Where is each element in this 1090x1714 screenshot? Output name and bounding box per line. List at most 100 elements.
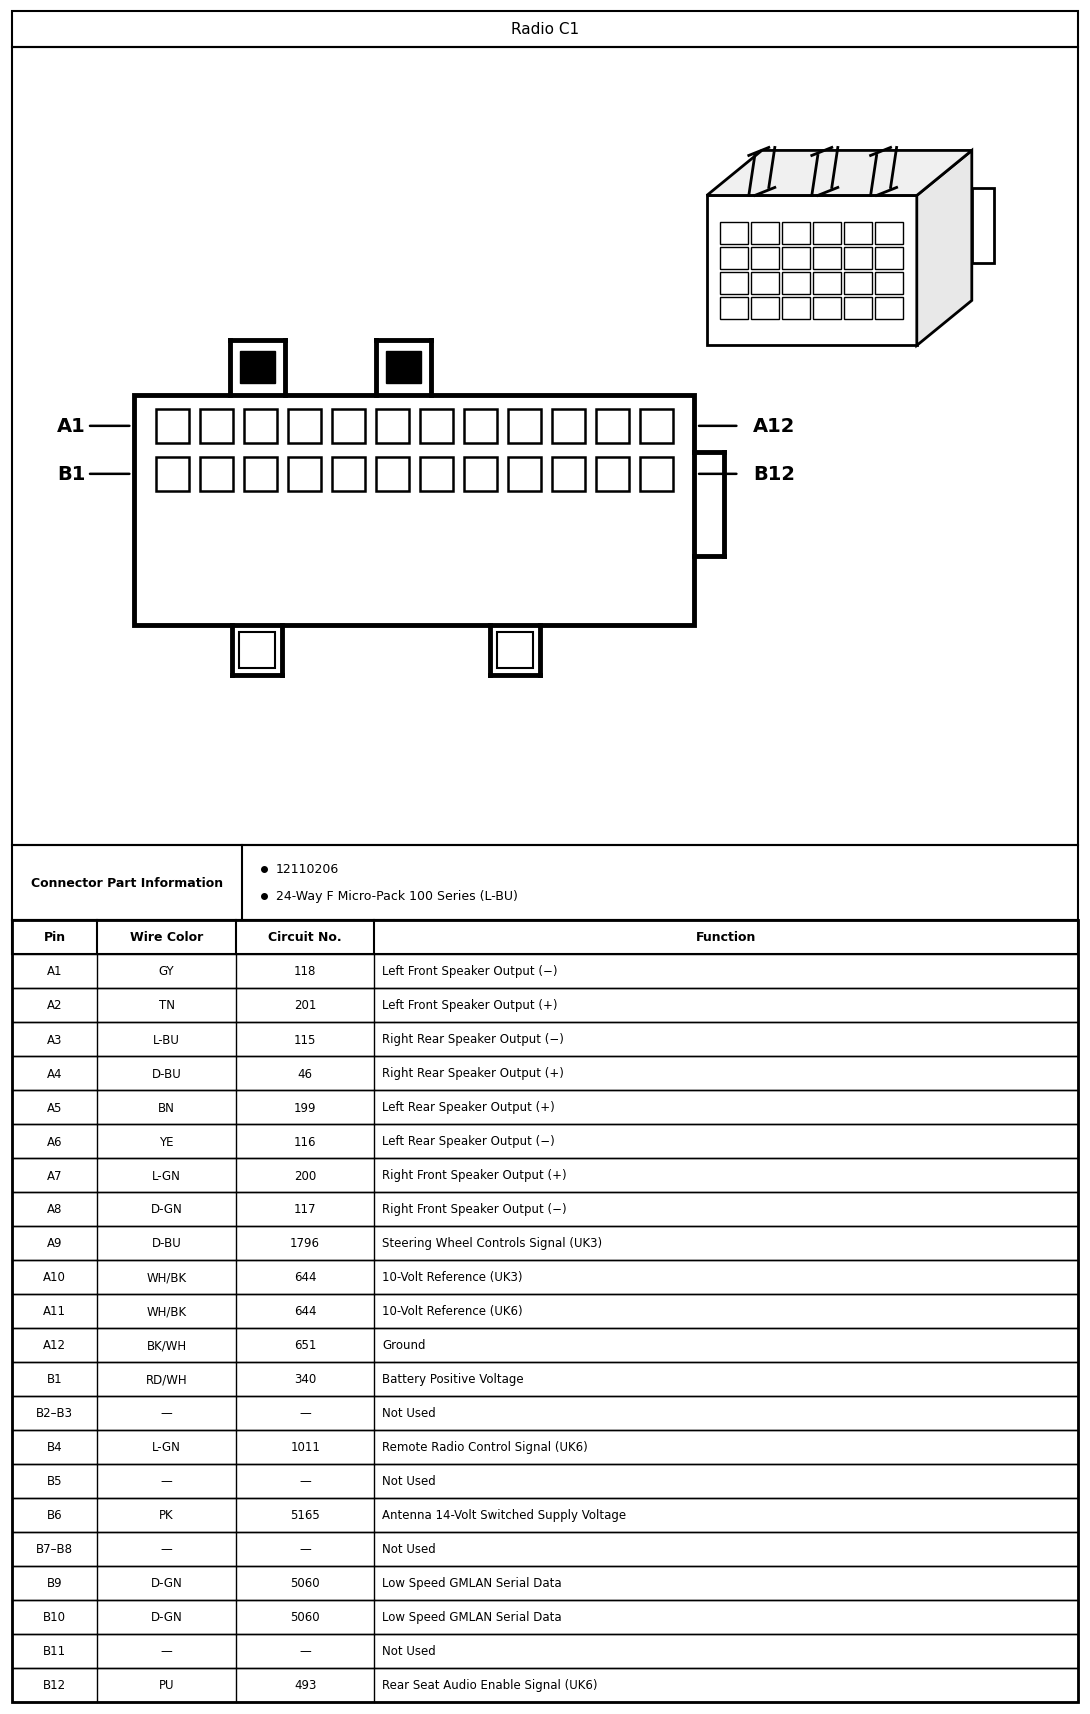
Bar [720,298,749,321]
Text: PU: PU [159,1678,174,1692]
Text: —: — [300,1644,311,1657]
Bar [376,458,409,492]
Bar [720,273,749,295]
Bar [244,458,277,492]
Text: B1: B1 [57,464,85,483]
Text: Left Front Speaker Output (−): Left Front Speaker Output (−) [383,965,558,979]
Bar [875,223,904,245]
Bar [12,1567,1078,1601]
Text: A1: A1 [47,965,62,979]
Bar [12,1429,1078,1464]
Text: Circuit No.: Circuit No. [268,931,342,944]
Bar [875,273,904,295]
Bar [199,458,232,492]
Text: Right Front Speaker Output (+): Right Front Speaker Output (+) [383,1169,567,1183]
Text: A12: A12 [44,1339,66,1352]
Text: B10: B10 [44,1611,66,1623]
Bar [244,410,277,444]
Text: A3: A3 [47,1034,62,1046]
Bar [12,48,1078,845]
Text: —: — [160,1474,172,1488]
Text: Remote Radio Control Signal (UK6): Remote Radio Control Signal (UK6) [383,1441,589,1453]
Bar [552,410,584,444]
Text: Antenna 14-Volt Switched Supply Voltage: Antenna 14-Volt Switched Supply Voltage [383,1508,627,1522]
Text: B12: B12 [753,464,796,483]
Bar [783,223,810,245]
Bar [12,1226,1078,1260]
Bar [12,1193,1078,1226]
Text: 24-Way F Micro-Pack 100 Series (L-BU): 24-Way F Micro-Pack 100 Series (L-BU) [276,890,518,903]
Text: 5060: 5060 [290,1611,320,1623]
Text: 10-Volt Reference (UK6): 10-Volt Reference (UK6) [383,1304,523,1318]
Text: Connector Part Information: Connector Part Information [31,876,223,890]
Bar [12,1260,1078,1294]
Text: Function: Function [697,931,756,944]
Text: 5060: 5060 [290,1577,320,1589]
Text: WH/BK: WH/BK [146,1270,186,1284]
Text: 200: 200 [294,1169,316,1183]
Text: Battery Positive Voltage: Battery Positive Voltage [383,1373,524,1385]
Text: 118: 118 [294,965,316,979]
Text: —: — [300,1474,311,1488]
Bar [420,410,452,444]
Bar [783,249,810,269]
Bar [12,1363,1078,1397]
Text: D-BU: D-BU [152,1238,181,1250]
Text: 199: 199 [294,1100,316,1114]
Text: Wire Color: Wire Color [130,931,203,944]
Bar [386,351,421,384]
Text: 651: 651 [294,1339,316,1352]
Text: B12: B12 [44,1678,66,1692]
Bar [12,1056,1078,1090]
Bar [508,410,541,444]
Text: 5165: 5165 [290,1508,320,1522]
Bar [751,223,779,245]
Bar [12,1464,1078,1498]
Bar [845,298,872,321]
Bar [12,12,1078,48]
Text: 115: 115 [294,1034,316,1046]
Text: Left Front Speaker Output (+): Left Front Speaker Output (+) [383,999,558,1011]
Text: Right Rear Speaker Output (+): Right Rear Speaker Output (+) [383,1066,565,1080]
Bar [463,458,497,492]
Polygon shape [706,151,972,197]
Bar [12,920,1078,955]
Text: —: — [300,1407,311,1419]
Bar [240,632,276,668]
Bar [156,458,189,492]
Text: 493: 493 [294,1678,316,1692]
Text: BK/WH: BK/WH [146,1339,186,1352]
Bar [12,989,1078,1023]
Text: 117: 117 [294,1203,316,1215]
Bar [875,249,904,269]
Bar [156,410,189,444]
Text: A4: A4 [47,1066,62,1080]
Bar [12,1668,1078,1702]
Text: Left Rear Speaker Output (+): Left Rear Speaker Output (+) [383,1100,555,1114]
Bar [12,1601,1078,1633]
Bar [288,410,320,444]
Bar [875,298,904,321]
Bar [376,410,409,444]
Text: Steering Wheel Controls Signal (UK3): Steering Wheel Controls Signal (UK3) [383,1238,603,1250]
Text: L-GN: L-GN [153,1441,181,1453]
Bar [134,396,694,626]
Bar [813,223,841,245]
Text: GY: GY [159,965,174,979]
Text: 201: 201 [294,999,316,1011]
Text: D-BU: D-BU [152,1066,181,1080]
Bar [12,955,1078,989]
Text: Low Speed GMLAN Serial Data: Low Speed GMLAN Serial Data [383,1611,562,1623]
Bar [783,298,810,321]
Bar [12,1328,1078,1363]
Text: A11: A11 [44,1304,66,1318]
Bar [845,273,872,295]
Text: —: — [160,1407,172,1419]
Bar [751,273,779,295]
Text: Ground: Ground [383,1339,426,1352]
Bar [199,410,232,444]
Text: 116: 116 [294,1135,316,1148]
Text: Left Rear Speaker Output (−): Left Rear Speaker Output (−) [383,1135,555,1148]
Text: BN: BN [158,1100,175,1114]
Bar [720,249,749,269]
